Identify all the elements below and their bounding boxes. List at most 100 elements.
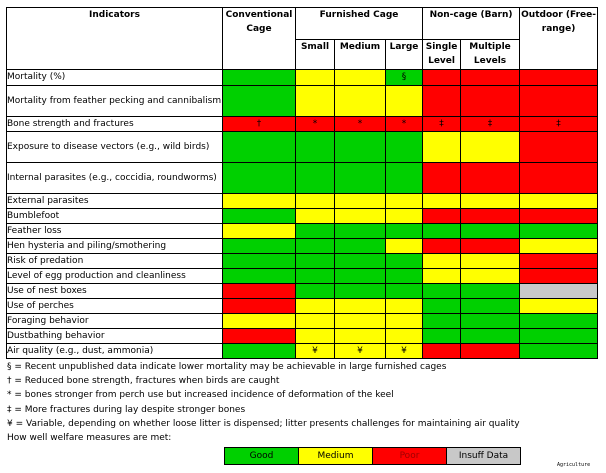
rating-cell-single (422, 313, 462, 329)
table-row: Bone strength and fractures † * * * ‡ ‡ ‡ (6, 116, 599, 132)
legend-caption: How well welfare measures are met: (7, 433, 172, 444)
rating-cell-single: ‡ (422, 116, 462, 132)
header-medium: Medium (334, 39, 386, 70)
rating-cell-small (295, 238, 335, 254)
rating-cell-large (384, 268, 424, 284)
footnote-yen: ¥ = Variable, depending on whether loose… (7, 418, 520, 429)
rating-cell-medium (334, 253, 386, 269)
rating-cell-multiple (460, 298, 521, 314)
rating-cell-medium (334, 193, 386, 209)
legend-good: Good (225, 448, 298, 464)
rating-cell-conventional (222, 343, 296, 359)
rating-cell-multiple (460, 131, 521, 163)
rating-cell-outdoor (519, 162, 599, 194)
rating-cell-single (422, 69, 462, 86)
rating-cell-small (295, 253, 335, 269)
indicator-label: Mortality (%) (6, 69, 223, 86)
header-conventional-cage: Conventional Cage (222, 7, 296, 70)
rating-cell-medium (334, 313, 386, 329)
rating-cell-conventional (222, 193, 296, 209)
indicator-label: Dustbathing behavior (6, 328, 223, 344)
header-large: Large (384, 39, 424, 70)
table-row: Exposure to disease vectors (e.g., wild … (6, 131, 599, 163)
rating-cell-multiple (460, 85, 521, 117)
rating-cell-small (295, 193, 335, 209)
rating-cell-outdoor (519, 69, 599, 86)
indicator-label: Bumblefoot (6, 208, 223, 224)
rating-cell-small (295, 85, 335, 117)
indicator-label: Use of perches (6, 298, 223, 314)
rating-cell-single (422, 223, 462, 239)
rating-cell-outdoor (519, 298, 599, 314)
table-row: Risk of predation (6, 253, 599, 269)
indicator-label: Internal parasites (e.g., coccidia, roun… (6, 162, 223, 194)
indicator-label: Mortality from feather pecking and canni… (6, 85, 223, 117)
indicator-label: Bone strength and fractures (6, 116, 223, 132)
rating-cell-small (295, 223, 335, 239)
table-row: Mortality from feather pecking and canni… (6, 85, 599, 117)
rating-cell-outdoor (519, 85, 599, 117)
welfare-table: Indicators Conventional Cage Furnished C… (6, 7, 599, 359)
rating-cell-multiple (460, 328, 521, 344)
rating-cell-conventional (222, 208, 296, 224)
legend-insuff-data: Insuff Data (446, 448, 520, 464)
rating-cell-conventional (222, 238, 296, 254)
header-furnished-cage: Furnished Cage (294, 7, 424, 40)
footnote-double-dagger: ‡ = More fractures during lay despite st… (7, 404, 246, 415)
legend-poor: Poor (372, 448, 446, 464)
rating-cell-large (384, 283, 424, 299)
rating-cell-large (384, 85, 424, 117)
rating-cell-single (422, 131, 462, 163)
indicator-label: Feather loss (6, 223, 223, 239)
rating-cell-conventional (222, 283, 296, 299)
indicator-label: Foraging behavior (6, 313, 223, 329)
rating-cell-single (422, 162, 462, 194)
table-row: Feather loss (6, 223, 599, 239)
rating-cell-medium: ¥ (334, 343, 386, 359)
indicator-label: Use of nest boxes (6, 283, 223, 299)
rating-cell-outdoor (519, 268, 599, 284)
rating-cell-small (295, 283, 335, 299)
rating-cell-multiple (460, 238, 521, 254)
rating-cell-small: ¥ (295, 343, 335, 359)
footnote-dagger: † = Reduced bone strength, fractures whe… (7, 376, 280, 387)
table-row: External parasites (6, 193, 599, 209)
rating-cell-conventional (222, 85, 296, 117)
rating-cell-large (384, 328, 424, 344)
rating-cell-multiple (460, 313, 521, 329)
rating-cell-medium (334, 131, 386, 163)
rating-cell-conventional (222, 69, 296, 86)
indicator-label: Hen hysteria and piling/smothering (6, 238, 223, 254)
rating-cell-medium (334, 208, 386, 224)
rating-cell-outdoor (519, 283, 599, 299)
rating-cell-large (384, 298, 424, 314)
rating-cell-outdoor (519, 193, 599, 209)
rating-cell-multiple (460, 208, 521, 224)
header-small: Small (295, 39, 335, 70)
rating-cell-conventional (222, 253, 296, 269)
table-row: Hen hysteria and piling/smothering (6, 238, 599, 254)
rating-cell-large (384, 313, 424, 329)
table-row: Bumblefoot (6, 208, 599, 224)
table-row: Dustbathing behavior (6, 328, 599, 344)
rating-cell-small: * (295, 116, 335, 132)
rating-cell-large (384, 131, 424, 163)
rating-cell-single (422, 298, 462, 314)
rating-cell-outdoor (519, 238, 599, 254)
rating-cell-large (384, 253, 424, 269)
table-row: Foraging behavior (6, 313, 599, 329)
rating-cell-small (295, 131, 335, 163)
rating-cell-multiple (460, 193, 521, 209)
rating-cell-large (384, 162, 424, 194)
header-single-level: Single Level (422, 39, 462, 70)
rating-cell-outdoor (519, 343, 599, 359)
rating-cell-small (295, 69, 335, 86)
footnotes: § = Recent unpublished data indicate low… (7, 360, 520, 445)
rating-cell-small (295, 268, 335, 284)
rating-cell-single (422, 208, 462, 224)
rating-cell-medium (334, 328, 386, 344)
rating-cell-single (422, 283, 462, 299)
indicator-label: Level of egg production and cleanliness (6, 268, 223, 284)
rating-cell-multiple (460, 268, 521, 284)
rating-cell-large (384, 238, 424, 254)
